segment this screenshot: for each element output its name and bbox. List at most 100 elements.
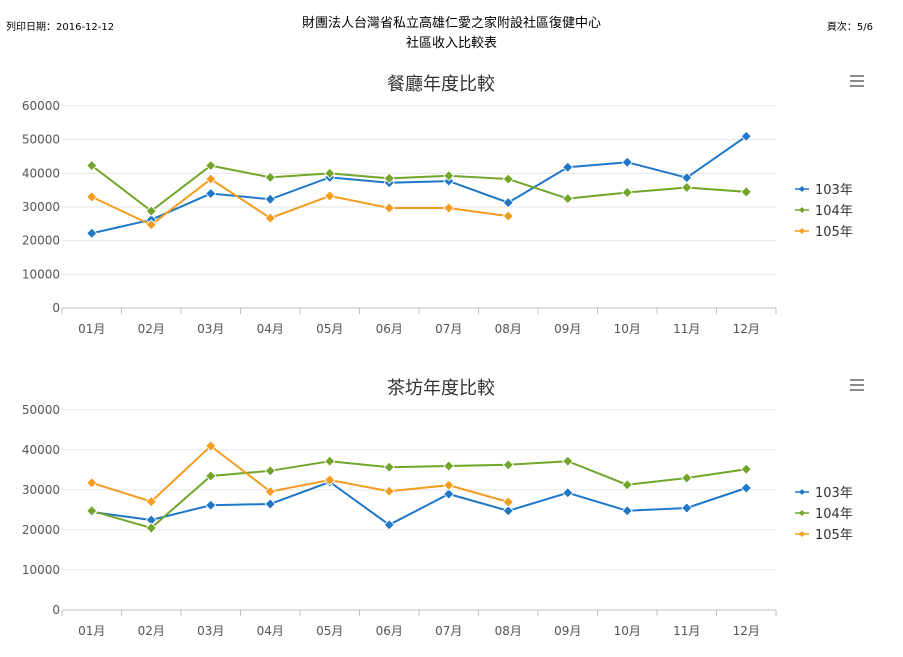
data-point[interactable]	[740, 130, 752, 142]
data-point[interactable]	[383, 172, 395, 184]
legend-item[interactable]: 103年	[795, 486, 853, 501]
data-point[interactable]	[621, 186, 633, 199]
data-point[interactable]	[681, 472, 693, 484]
data-point[interactable]	[443, 460, 455, 472]
organization-name: 財團法人台灣省私立高雄仁愛之家附設社區復健中心	[301, 16, 601, 31]
x-tick-label: 11月	[673, 322, 700, 336]
data-point[interactable]	[502, 197, 514, 209]
legend-label: 105年	[815, 225, 853, 240]
data-point[interactable]	[562, 161, 574, 173]
data-point[interactable]	[264, 193, 276, 205]
x-tick-label: 05月	[316, 624, 343, 638]
data-point[interactable]	[205, 160, 217, 172]
data-point[interactable]	[205, 499, 217, 511]
data-point[interactable]	[562, 193, 574, 205]
x-tick-label: 02月	[138, 624, 165, 638]
data-point[interactable]	[621, 156, 633, 168]
data-point[interactable]	[562, 455, 574, 467]
data-point[interactable]	[264, 212, 276, 224]
data-point[interactable]	[443, 170, 455, 182]
legend-label: 104年	[815, 507, 853, 522]
x-tick-label: 01月	[78, 322, 105, 336]
data-point[interactable]	[145, 219, 157, 231]
data-point[interactable]	[205, 173, 217, 185]
legend-item[interactable]: 104年	[795, 204, 853, 219]
x-tick-label: 07月	[435, 322, 462, 336]
series-line	[91, 480, 747, 526]
data-point[interactable]	[324, 190, 336, 202]
data-point[interactable]	[205, 187, 217, 200]
hamburger-menu-icon[interactable]	[850, 75, 864, 90]
x-tick-label: 10月	[614, 322, 641, 336]
report-header: 財團法人台灣省私立高雄仁愛之家附設社區復健中心 社區收入比較表	[0, 14, 903, 54]
y-tick-label: 0	[52, 301, 60, 315]
data-point[interactable]	[502, 505, 514, 517]
x-tick-label: 08月	[495, 624, 522, 638]
data-point[interactable]	[383, 461, 395, 473]
data-point[interactable]	[86, 191, 98, 203]
data-point[interactable]	[145, 522, 157, 534]
y-tick-label: 30000	[22, 200, 60, 214]
data-point[interactable]	[502, 173, 514, 185]
x-tick-label: 11月	[673, 624, 700, 638]
y-tick-label: 40000	[22, 443, 60, 457]
data-point[interactable]	[145, 496, 157, 508]
print-date: 列印日期：2016-12-12	[6, 22, 115, 33]
y-tick-label: 0	[52, 603, 60, 617]
y-tick-label: 50000	[22, 403, 60, 417]
legend-label: 103年	[815, 183, 853, 198]
data-point[interactable]	[443, 488, 455, 500]
x-tick-label: 09月	[554, 624, 581, 638]
x-tick-label: 02月	[138, 322, 165, 336]
data-point[interactable]	[205, 440, 217, 452]
data-point[interactable]	[562, 487, 574, 499]
chart-svg: 茶坊年度比較 0 10000 20000 30000 40000 50000 01月 02月 03…	[22, 378, 853, 638]
data-point[interactable]	[205, 470, 217, 482]
chart-svg: 餐廳年度比較 0 10000 20000 30000 40000 50000 60000 01月…	[22, 74, 853, 336]
data-point[interactable]	[621, 505, 633, 517]
restaurant-chart: 餐廳年度比較 0 10000 20000 30000 40000 50000 60000 01月…	[0, 64, 903, 352]
data-point[interactable]	[740, 482, 752, 494]
series-line	[91, 444, 509, 503]
data-point[interactable]	[86, 227, 98, 239]
data-point[interactable]	[324, 167, 336, 179]
data-point[interactable]	[145, 205, 157, 217]
y-tick-label: 40000	[22, 166, 60, 180]
data-point[interactable]	[86, 160, 98, 172]
y-tick-label: 10000	[22, 267, 60, 281]
y-tick-label: 50000	[22, 133, 60, 147]
data-point[interactable]	[621, 479, 633, 491]
data-point[interactable]	[681, 181, 693, 194]
data-point[interactable]	[324, 455, 336, 467]
legend-item[interactable]: 103年	[795, 183, 853, 198]
legend-item[interactable]: 105年	[795, 528, 853, 543]
hamburger-menu-icon[interactable]	[850, 379, 864, 394]
data-point[interactable]	[264, 486, 276, 498]
x-tick-label: 04月	[257, 624, 284, 638]
data-point[interactable]	[86, 505, 98, 517]
data-point[interactable]	[383, 519, 395, 531]
data-point[interactable]	[264, 465, 276, 477]
data-point[interactable]	[443, 479, 455, 491]
data-point[interactable]	[324, 474, 336, 486]
x-tick-label: 03月	[197, 322, 224, 336]
data-point[interactable]	[86, 477, 98, 489]
data-point[interactable]	[264, 498, 276, 510]
data-point[interactable]	[383, 485, 395, 497]
legend-label: 104年	[815, 204, 853, 219]
data-point[interactable]	[740, 463, 752, 475]
series-line	[91, 460, 747, 530]
series-line	[91, 135, 747, 235]
data-point[interactable]	[502, 496, 514, 508]
data-point[interactable]	[502, 210, 514, 222]
legend-item[interactable]: 105年	[795, 225, 853, 240]
x-tick-label: 08月	[495, 322, 522, 336]
data-point[interactable]	[740, 186, 752, 198]
data-point[interactable]	[443, 202, 455, 214]
x-tick-label: 12月	[733, 322, 760, 336]
legend-item[interactable]: 104年	[795, 507, 853, 522]
data-point[interactable]	[502, 459, 514, 471]
data-point[interactable]	[264, 171, 276, 183]
data-point[interactable]	[681, 502, 693, 514]
data-point[interactable]	[383, 202, 395, 214]
